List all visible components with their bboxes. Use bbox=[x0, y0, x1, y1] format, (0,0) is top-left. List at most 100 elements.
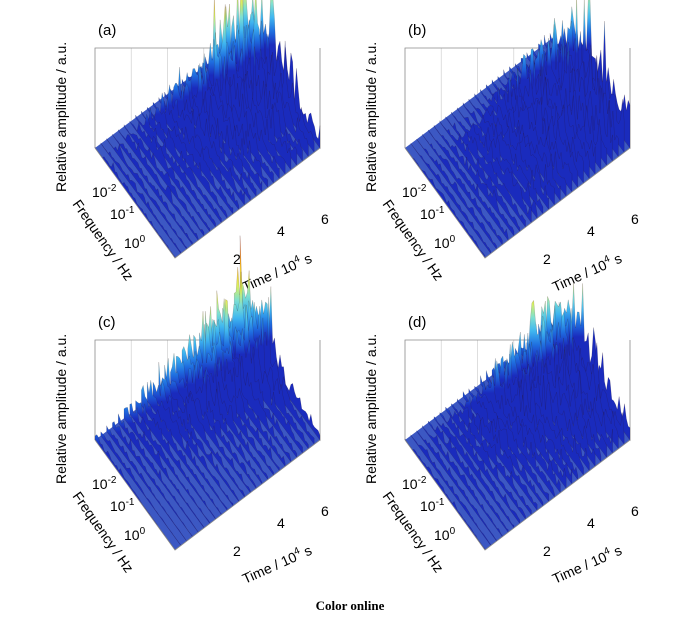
spectrum-ridge bbox=[462, 102, 544, 215]
x-tick-label: 4 bbox=[587, 223, 595, 239]
spectrum-ridge bbox=[205, 0, 286, 175]
spectrum-ridge bbox=[439, 412, 520, 524]
spectrum-ridge bbox=[112, 133, 193, 246]
spectrum-ridge bbox=[433, 124, 515, 237]
spectrum-ridge bbox=[152, 92, 234, 215]
panel-label: (c) bbox=[98, 314, 116, 331]
y-tick-label: 10-2 bbox=[402, 183, 427, 200]
x-axis-label: Time / 104 s bbox=[549, 541, 624, 587]
spectrum-ridge bbox=[474, 375, 555, 498]
spectrum-ridge bbox=[100, 142, 181, 254]
spectrum-surface bbox=[94, 235, 321, 551]
spectrum-ridge bbox=[445, 406, 526, 520]
spectrum-ridge bbox=[205, 306, 286, 467]
y-tick-label: 10-1 bbox=[110, 205, 135, 222]
spectrum-ridge bbox=[147, 106, 228, 219]
spectrum-ridge bbox=[106, 138, 187, 250]
z-axis-label: Relative amplitude / a.u. bbox=[363, 334, 379, 484]
z-axis-label: Relative amplitude / a.u. bbox=[363, 42, 379, 192]
panel-0: (a)Relative amplitude / a.u.Frequency / … bbox=[53, 0, 329, 295]
y-tick-label: 10-2 bbox=[92, 183, 117, 200]
x-tick-label: 6 bbox=[321, 211, 329, 227]
panel-2: (c)Relative amplitude / a.u.Frequency / … bbox=[53, 235, 329, 587]
spectrum-ridge bbox=[439, 120, 520, 232]
panel-3: (d)Relative amplitude / a.u.Frequency / … bbox=[363, 282, 639, 587]
spectrum-ridge bbox=[158, 84, 239, 210]
front-edge bbox=[404, 147, 631, 259]
spectrum-ridge bbox=[118, 413, 199, 533]
x-tick-label: 2 bbox=[233, 543, 241, 559]
spectrum-ridge bbox=[193, 324, 274, 476]
spectrum-ridge bbox=[451, 403, 532, 516]
spectrum-ridge bbox=[129, 120, 210, 232]
spectrum-ridge bbox=[129, 403, 210, 524]
spectrum-ridge bbox=[428, 420, 509, 533]
spectrum-ridge bbox=[222, 0, 303, 162]
y-tick-label: 10-2 bbox=[402, 475, 427, 492]
spectrum-ridge bbox=[152, 380, 234, 507]
y-tick-label: 10-1 bbox=[420, 205, 445, 222]
spectrum-ridge bbox=[141, 107, 222, 224]
y-tick-label: 100 bbox=[434, 234, 456, 251]
spectrum-ridge bbox=[538, 296, 619, 450]
spectrum-ridge bbox=[457, 396, 538, 511]
spectrum-ridge bbox=[468, 388, 549, 502]
spectrum-ridge bbox=[210, 299, 292, 463]
x-tick-label: 4 bbox=[587, 515, 595, 531]
figure-caption: Color online bbox=[315, 598, 385, 613]
x-tick-label: 4 bbox=[277, 223, 285, 239]
spectrum-ridge bbox=[170, 353, 251, 494]
spectrum-ridge bbox=[416, 138, 497, 250]
spectrum-ridge bbox=[491, 344, 573, 485]
x-tick-label: 4 bbox=[277, 515, 285, 531]
spectrum-ridge bbox=[94, 434, 176, 551]
z-axis-label: Relative amplitude / a.u. bbox=[53, 334, 69, 484]
spectrum-ridge bbox=[433, 416, 515, 529]
spectrum-ridge bbox=[428, 129, 509, 241]
y-tick-label: 100 bbox=[124, 234, 146, 251]
y-tick-label: 10-1 bbox=[110, 497, 135, 514]
x-tick-label: 6 bbox=[631, 211, 639, 227]
y-tick-label: 10-1 bbox=[420, 497, 445, 514]
panel-label: (a) bbox=[98, 22, 116, 39]
spectrum-ridge bbox=[135, 400, 216, 520]
x-tick-label: 6 bbox=[321, 503, 329, 519]
front-edge bbox=[94, 147, 321, 259]
spectrum-ridge bbox=[422, 425, 503, 538]
spectrum-ridge bbox=[410, 434, 491, 546]
x-tick-label: 2 bbox=[543, 543, 551, 559]
spectrum-ridge bbox=[106, 425, 187, 542]
spectrum-ridge bbox=[410, 142, 491, 254]
spectrum-ridge bbox=[216, 3, 297, 166]
spectrum-ridge bbox=[141, 384, 222, 516]
spectrum-ridge bbox=[123, 407, 205, 529]
y-tick-label: 10-2 bbox=[92, 475, 117, 492]
x-axis-label: Time / 104 s bbox=[239, 541, 314, 587]
spectrum-ridge bbox=[416, 430, 497, 542]
front-edge bbox=[404, 439, 631, 551]
spectrum-ridge bbox=[176, 356, 257, 489]
spectrum-ridge bbox=[158, 362, 239, 502]
x-axis-label: Time / 104 s bbox=[239, 249, 314, 295]
spectrum-ridge bbox=[422, 133, 503, 246]
y-tick-label: 100 bbox=[124, 526, 146, 543]
spectrum-ridge bbox=[445, 116, 526, 228]
z-axis-label: Relative amplitude / a.u. bbox=[53, 42, 69, 192]
spectrum-ridge bbox=[112, 421, 193, 538]
y-tick-label: 100 bbox=[434, 526, 456, 543]
spectrum-surface bbox=[404, 0, 631, 259]
spectrum-ridge bbox=[164, 82, 245, 206]
spectrum-ridge bbox=[216, 290, 297, 458]
spectrum-ridge bbox=[147, 380, 228, 511]
spectrum-ridge bbox=[520, 300, 602, 463]
x-tick-label: 6 bbox=[631, 503, 639, 519]
x-tick-label: 2 bbox=[543, 251, 551, 267]
spectrum-ridge bbox=[199, 311, 280, 472]
panel-label: (d) bbox=[408, 314, 426, 331]
panels: (a)Relative amplitude / a.u.Frequency / … bbox=[53, 0, 639, 587]
front-edge bbox=[94, 439, 321, 551]
panel-1: (b)Relative amplitude / a.u.Frequency / … bbox=[363, 0, 639, 295]
x-axis-label: Time / 104 s bbox=[549, 249, 624, 295]
x-tick-label: 2 bbox=[233, 251, 241, 267]
